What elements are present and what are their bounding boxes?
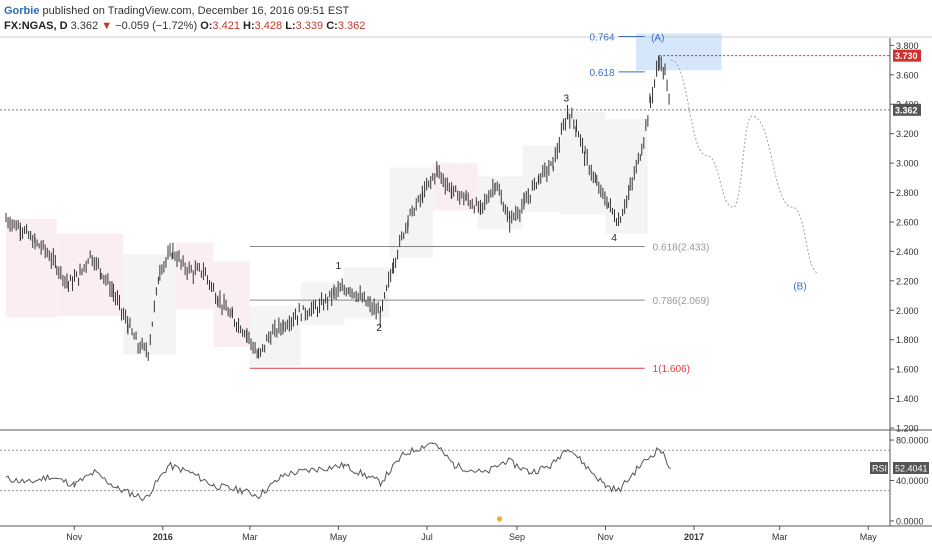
consolidation-box — [522, 145, 561, 212]
projection-line — [670, 59, 820, 274]
price-badge-label: 3.730 — [895, 51, 918, 61]
time-axis[interactable]: Nov 2016 Mar May Jul Sep Nov 2017 Mar May — [66, 526, 877, 542]
price-badge — [893, 49, 921, 62]
wave-label: 1 — [336, 261, 342, 272]
rsi-value-badge — [893, 461, 929, 474]
wave-labels: 1 2 3 4 (A) (B) — [336, 33, 807, 334]
low-value: 3.339 — [295, 20, 324, 32]
close-value: 3.362 — [337, 20, 366, 32]
y-tick-label: 2.800 — [896, 188, 919, 198]
fib-label: 0.764 — [590, 33, 615, 44]
target-zone-box — [635, 33, 722, 71]
y-tick-label: 2.000 — [896, 306, 919, 316]
low-label: L: — [285, 20, 296, 32]
price-badge — [893, 103, 921, 116]
consolidation-box — [300, 282, 345, 325]
x-tick-label: Mar — [242, 532, 258, 542]
wave-label: (B) — [793, 282, 806, 293]
fib-label: 1(1.606) — [653, 364, 690, 375]
fib-label: 0.786(2.069) — [653, 296, 710, 307]
chart-header: Gorbie published on TradingView.com, Dec… — [0, 0, 932, 36]
author-link[interactable]: Gorbie — [4, 5, 40, 17]
consolidation-box — [6, 219, 57, 318]
y-tick-label: 1.800 — [896, 335, 919, 345]
x-tick-label: 2017 — [684, 532, 704, 542]
x-tick-label: May — [860, 532, 878, 542]
rsi-name-label: RSI — [872, 463, 887, 473]
high-value: 3.428 — [254, 20, 283, 32]
x-tick-label: Mar — [772, 532, 788, 542]
rsi-pane[interactable]: 80.0000 40.0000 0.0000 RSI 52.4041 — [0, 436, 929, 527]
publish-info: Gorbie published on TradingView.com, Dec… — [4, 5, 349, 17]
published-text: published on TradingView.com, December 1… — [42, 5, 350, 17]
x-tick-label: Nov — [597, 532, 614, 542]
wave-label: 3 — [564, 93, 570, 104]
fib-label: 0.618(2.433) — [653, 243, 710, 254]
open-value: 3.421 — [212, 20, 240, 32]
x-tick-label: Nov — [66, 532, 83, 542]
consolidation-box — [560, 111, 606, 215]
price-bars — [5, 55, 670, 361]
rsi-tick-label: 0.0000 — [896, 516, 924, 526]
event-marker-dot — [497, 516, 503, 522]
rsi-line — [5, 442, 671, 502]
y-tick-label: 3.200 — [896, 129, 919, 139]
rsi-value-label: 52.4041 — [895, 463, 928, 473]
y-tick-label: 3.600 — [896, 70, 919, 80]
x-tick-label: 2016 — [153, 532, 173, 542]
projection-path — [670, 59, 820, 274]
x-tick-label: Sep — [509, 532, 525, 542]
price-badge-label: 3.362 — [895, 105, 918, 115]
y-tick-label: 2.400 — [896, 247, 919, 257]
rsi-tick-label: 80.0000 — [896, 436, 929, 446]
price-axis[interactable]: 3.8003.6003.4003.2003.0002.8002.6002.400… — [890, 41, 921, 434]
x-tick-label: Jul — [421, 532, 433, 542]
wave-label: 2 — [376, 323, 382, 334]
consolidation-box — [477, 176, 523, 230]
background-boxes — [6, 33, 722, 367]
symbol-label[interactable]: FX:NGAS, D — [4, 20, 68, 32]
wave-label: (A) — [651, 33, 664, 44]
rsi-tick-label: 40.0000 — [896, 476, 929, 486]
consolidation-box — [605, 118, 648, 234]
price-change: −0.059 (−1.72%) — [115, 20, 198, 32]
consolidation-box — [123, 254, 176, 355]
consolidation-box — [389, 167, 433, 258]
y-tick-label: 1.200 — [896, 424, 919, 434]
y-tick-label: 2.600 — [896, 217, 919, 227]
y-tick-label: 1.400 — [896, 394, 919, 404]
close-label: C: — [326, 20, 338, 32]
y-tick-label: 2.200 — [896, 276, 919, 286]
triangle-down-icon: ▼ — [101, 20, 113, 32]
y-tick-label: 1.600 — [896, 365, 919, 375]
last-price: 3.362 — [70, 20, 99, 32]
y-tick-label: 3.800 — [896, 41, 919, 51]
chart-frame — [0, 36, 932, 527]
fib-label: 0.618 — [590, 68, 615, 79]
rsi-name-badge — [870, 461, 888, 474]
wave-label: 4 — [611, 233, 617, 244]
ohlc-legend: FX:NGAS, D 3.362 ▼ −0.059 (−1.72%) O:3.4… — [4, 20, 365, 32]
consolidation-box — [56, 233, 124, 317]
y-tick-label: 3.000 — [896, 159, 919, 169]
open-label: O: — [200, 20, 213, 32]
x-tick-label: May — [330, 532, 348, 542]
high-label: H: — [243, 20, 255, 32]
